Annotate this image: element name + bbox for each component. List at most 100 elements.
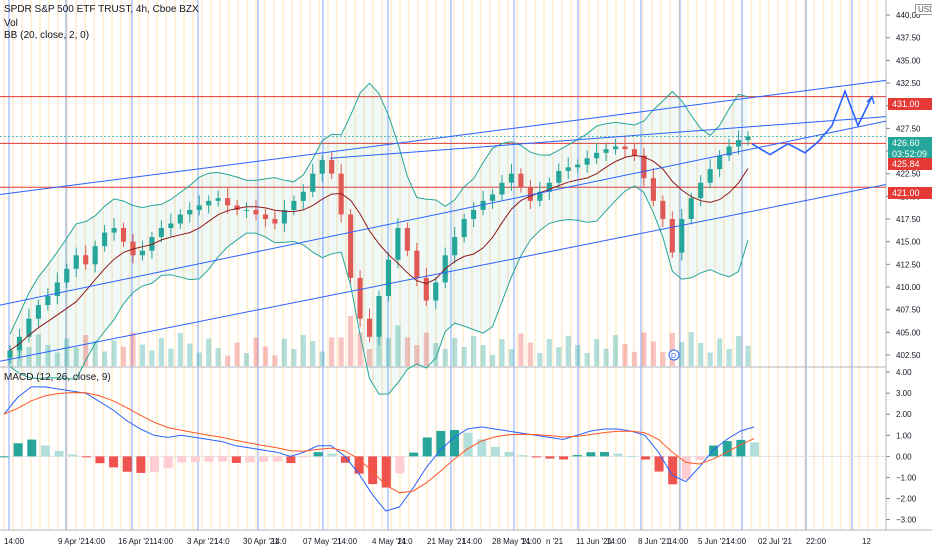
candle-body [556, 170, 562, 183]
candle-body [726, 146, 732, 156]
volume-bar [641, 332, 647, 366]
candle-body [139, 250, 146, 256]
projection-arrowhead [866, 95, 875, 105]
volume-bar [527, 342, 533, 366]
volume-bar [404, 337, 410, 366]
volume-bar [35, 334, 41, 366]
volume-bar [291, 349, 297, 366]
macd-histogram-bar [231, 456, 241, 463]
volume-bar [376, 327, 382, 366]
x-tick-label: 14:00 [4, 537, 25, 546]
macd-histogram-bar [531, 456, 541, 458]
macd-histogram-bar [613, 453, 623, 457]
x-tick-label: 07 May '21 [303, 537, 342, 546]
candle-body [395, 228, 401, 260]
macd-histogram-bar [395, 456, 405, 474]
chart-title: SPDR S&P 500 ETF TRUST, 4h, Cboe BZX [4, 4, 199, 15]
candle-body [120, 228, 127, 242]
macd-tick-label: 1.00 [896, 431, 912, 440]
volume-bar [726, 349, 732, 366]
candle-body [35, 305, 41, 319]
macd-histogram-bar [259, 456, 269, 462]
candle-body [376, 296, 382, 337]
candle-body [300, 191, 306, 201]
macd-histogram-bar [245, 456, 255, 463]
candle-body [291, 200, 297, 210]
volume-bar [385, 338, 392, 366]
candle-body [527, 187, 533, 201]
bollinger-upper [9, 82, 749, 335]
x-tick-label: 12 [862, 537, 871, 546]
price-label-support-upper: 425.84 [888, 158, 932, 170]
candle-body [688, 198, 694, 219]
price-label-last: 426.60 [888, 137, 932, 149]
macd-histogram-bar [163, 456, 173, 469]
macd-histogram-bar [54, 450, 64, 457]
x-tick-label: 14:00 [668, 537, 689, 546]
macd-histogram-bar [490, 446, 500, 457]
macd-histogram-bar [668, 456, 678, 485]
macd-histogram-bar [313, 452, 323, 457]
candle-body [745, 136, 751, 141]
candle-body [735, 140, 742, 147]
candle-body [253, 209, 259, 215]
trendline-inner [329, 116, 887, 159]
candle-body [650, 178, 656, 201]
volume-bar [45, 345, 51, 366]
candle-body [461, 218, 467, 238]
volume-bar [471, 336, 477, 366]
macd-histogram-bar [681, 456, 691, 480]
candle-body [404, 228, 410, 251]
volume-bar [215, 348, 221, 366]
projection-path [751, 88, 873, 156]
candle-body [234, 205, 240, 210]
x-tick-label: 9 Apr '21 [58, 537, 90, 546]
volume-bar [149, 350, 155, 366]
x-tick-label: 16 Apr '21 [118, 537, 154, 546]
macd-histogram-bar [340, 456, 350, 463]
dividend-marker [668, 349, 680, 361]
volume-bar [54, 352, 60, 366]
volume-bar [111, 340, 117, 366]
macd-histogram-bar [177, 456, 187, 463]
macd-histogram-bar [709, 445, 719, 457]
volume-bar [272, 355, 278, 366]
macd-histogram-bar [136, 456, 146, 473]
candle-body [471, 209, 477, 219]
x-tick-label: 14:0 [397, 537, 413, 546]
volume-bar [196, 352, 202, 366]
x-tick-label: 3 Apr '21 [187, 537, 219, 546]
macd-histogram-bar [586, 452, 596, 457]
macd-histogram-bar [600, 452, 609, 457]
macd-histogram-bar [0, 456, 9, 458]
x-tick-label: 4 May '21 [372, 537, 407, 546]
price-label-resistance: 431.00 [888, 98, 932, 110]
volume-bar [130, 332, 136, 366]
price-tick-label: 435.00 [896, 56, 921, 65]
macd-histogram-bar [654, 456, 664, 472]
price-tick-label: 417.50 [896, 215, 921, 224]
volume-bar [395, 325, 401, 366]
candle-body [423, 277, 429, 301]
x-tick-label: 5 Jun '21 [698, 537, 731, 546]
x-tick-label: 28 May '21 [492, 537, 531, 546]
trendline-bottom [0, 184, 887, 362]
macd-histogram-bar [204, 456, 214, 462]
volume-bar [16, 339, 23, 366]
volume-bar [669, 332, 675, 366]
x-tick-label: n '21 [546, 537, 564, 546]
bollinger-basis [9, 154, 749, 351]
x-tick-label: 14:0 [214, 537, 230, 546]
candle-body [177, 214, 183, 224]
price-tick-label: 410.00 [896, 283, 921, 292]
volume-bar [565, 335, 571, 366]
candle-body [158, 228, 164, 238]
candle-body [168, 223, 174, 229]
price-tick-label: 415.00 [896, 238, 921, 247]
candle-body [679, 218, 685, 253]
volume-bar [452, 338, 458, 366]
macd-histogram-bar [463, 432, 473, 457]
volume-bar [414, 345, 420, 366]
volume-bar [575, 345, 581, 366]
